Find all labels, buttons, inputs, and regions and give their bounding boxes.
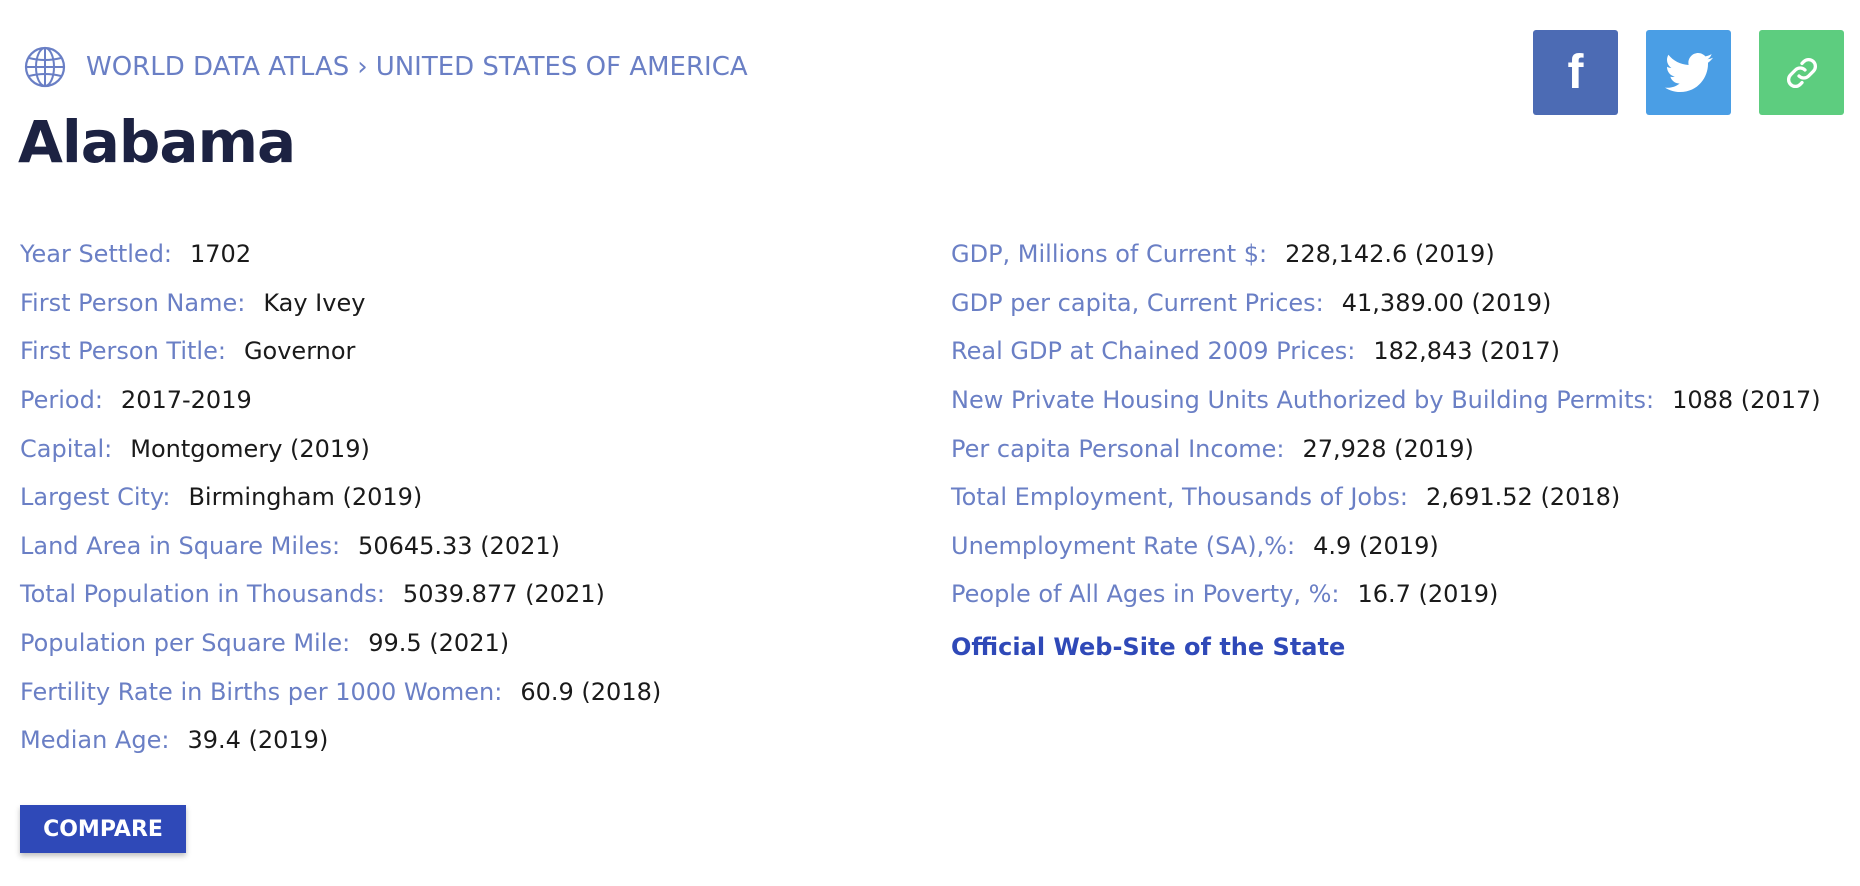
- stat-label: New Private Housing Units Authorized by …: [951, 386, 1655, 415]
- stat-row-land-area: Land Area in Square Miles: 50645.33 (2021…: [20, 522, 661, 571]
- copy-link-button[interactable]: [1759, 30, 1844, 115]
- stat-row-housing-units: New Private Housing Units Authorized by …: [951, 376, 1821, 425]
- stat-label: First Person Name:: [20, 288, 246, 317]
- stat-value: 228,142.6 (2019): [1285, 240, 1495, 269]
- stat-value: 50645.33 (2021): [358, 531, 560, 560]
- link-icon: [1786, 57, 1817, 88]
- stat-value: 99.5 (2021): [368, 629, 510, 658]
- breadcrumb: WORLD DATA ATLAS › UNITED STATES OF AMER…: [24, 46, 748, 88]
- globe-icon: [24, 46, 66, 88]
- stat-value: 1088 (2017): [1672, 386, 1821, 415]
- stat-value: 2017-2019: [120, 386, 252, 415]
- stat-row-unemployment-rate: Unemployment Rate (SA),%: 4.9 (2019): [951, 522, 1821, 571]
- facebook-icon: f: [1567, 45, 1584, 99]
- stat-value: 27,928 (2019): [1302, 434, 1474, 463]
- stat-value: 2,691.52 (2018): [1425, 483, 1621, 512]
- stat-value: 60.9 (2018): [520, 677, 662, 706]
- stat-label: Total Population in Thousands:: [20, 580, 385, 609]
- stat-row-first-person-title: First Person Title: Governor: [20, 327, 661, 376]
- stat-value: 39.4 (2019): [187, 726, 329, 755]
- stat-label: Population per Square Mile:: [20, 629, 351, 658]
- stat-label: Unemployment Rate (SA),%:: [951, 531, 1296, 560]
- stat-label: Year Settled:: [20, 240, 173, 269]
- stat-value: 182,843 (2017): [1373, 337, 1561, 366]
- official-website-link[interactable]: Official Web-Site of the State: [951, 632, 1346, 661]
- stat-row-largest-city: Largest City: Birmingham (2019): [20, 473, 661, 522]
- stat-row-gdp-per-capita: GDP per capita, Current Prices: 41,389.00…: [951, 279, 1821, 328]
- stat-row-personal-income: Per capita Personal Income: 27,928 (2019): [951, 424, 1821, 473]
- twitter-share-button[interactable]: [1646, 30, 1731, 115]
- stat-label: First Person Title:: [20, 337, 226, 366]
- stat-label: Fertility Rate in Births per 1000 Women:: [20, 677, 503, 706]
- stat-row-total-population: Total Population in Thousands: 5039.877 (…: [20, 570, 661, 619]
- stat-row-period: Period: 2017-2019: [20, 376, 661, 425]
- stat-row-total-employment: Total Employment, Thousands of Jobs: 2,69…: [951, 473, 1821, 522]
- stat-label: Median Age:: [20, 726, 170, 755]
- stat-value: Kay Ivey: [263, 288, 366, 317]
- stat-label: Per capita Personal Income:: [951, 434, 1285, 463]
- left-stats-column: Year Settled: 1702 First Person Name: Kay …: [20, 230, 661, 765]
- breadcrumb-world-data-atlas[interactable]: WORLD DATA ATLAS: [86, 52, 350, 82]
- stat-value: Birmingham (2019): [188, 483, 423, 512]
- page-title: Alabama: [18, 108, 296, 176]
- stat-row-capital: Capital: Montgomery (2019): [20, 424, 661, 473]
- right-stats-column: GDP, Millions of Current $: 228,142.6 (20…: [951, 230, 1821, 671]
- twitter-icon: [1664, 52, 1713, 92]
- stat-label: GDP per capita, Current Prices:: [951, 288, 1324, 317]
- stat-label: Capital:: [20, 434, 113, 463]
- stat-row-median-age: Median Age: 39.4 (2019): [20, 716, 661, 765]
- stat-label: GDP, Millions of Current $:: [951, 240, 1268, 269]
- stat-row-year-settled: Year Settled: 1702: [20, 230, 661, 279]
- stat-label: Real GDP at Chained 2009 Prices:: [951, 337, 1356, 366]
- stat-row-gdp: GDP, Millions of Current $: 228,142.6 (20…: [951, 230, 1821, 279]
- stat-row-poverty: People of All Ages in Poverty, %: 16.7 (2…: [951, 570, 1821, 619]
- stat-row-first-person-name: First Person Name: Kay Ivey: [20, 279, 661, 328]
- breadcrumb-separator: ›: [357, 52, 368, 82]
- stat-row-population-density: Population per Square Mile: 99.5 (2021): [20, 619, 661, 668]
- stat-label: People of All Ages in Poverty, %:: [951, 580, 1340, 609]
- stat-value: Montgomery (2019): [130, 434, 370, 463]
- stat-label: Land Area in Square Miles:: [20, 531, 341, 560]
- stat-row-real-gdp: Real GDP at Chained 2009 Prices: 182,843 …: [951, 327, 1821, 376]
- stat-value: 5039.877 (2021): [402, 580, 605, 609]
- compare-button[interactable]: COMPARE: [20, 805, 186, 853]
- stat-value: 4.9 (2019): [1313, 531, 1439, 560]
- facebook-share-button[interactable]: f: [1533, 30, 1618, 115]
- stat-label: Period:: [20, 386, 103, 415]
- stat-value: 41,389.00 (2019): [1341, 288, 1552, 317]
- stat-value: Governor: [243, 337, 356, 366]
- stat-row-fertility-rate: Fertility Rate in Births per 1000 Women:…: [20, 667, 661, 716]
- stat-value: 16.7 (2019): [1357, 580, 1499, 609]
- stat-label: Largest City:: [20, 483, 171, 512]
- stat-value: 1702: [190, 240, 252, 269]
- stat-label: Total Employment, Thousands of Jobs:: [951, 483, 1408, 512]
- breadcrumb-country[interactable]: UNITED STATES OF AMERICA: [375, 52, 748, 82]
